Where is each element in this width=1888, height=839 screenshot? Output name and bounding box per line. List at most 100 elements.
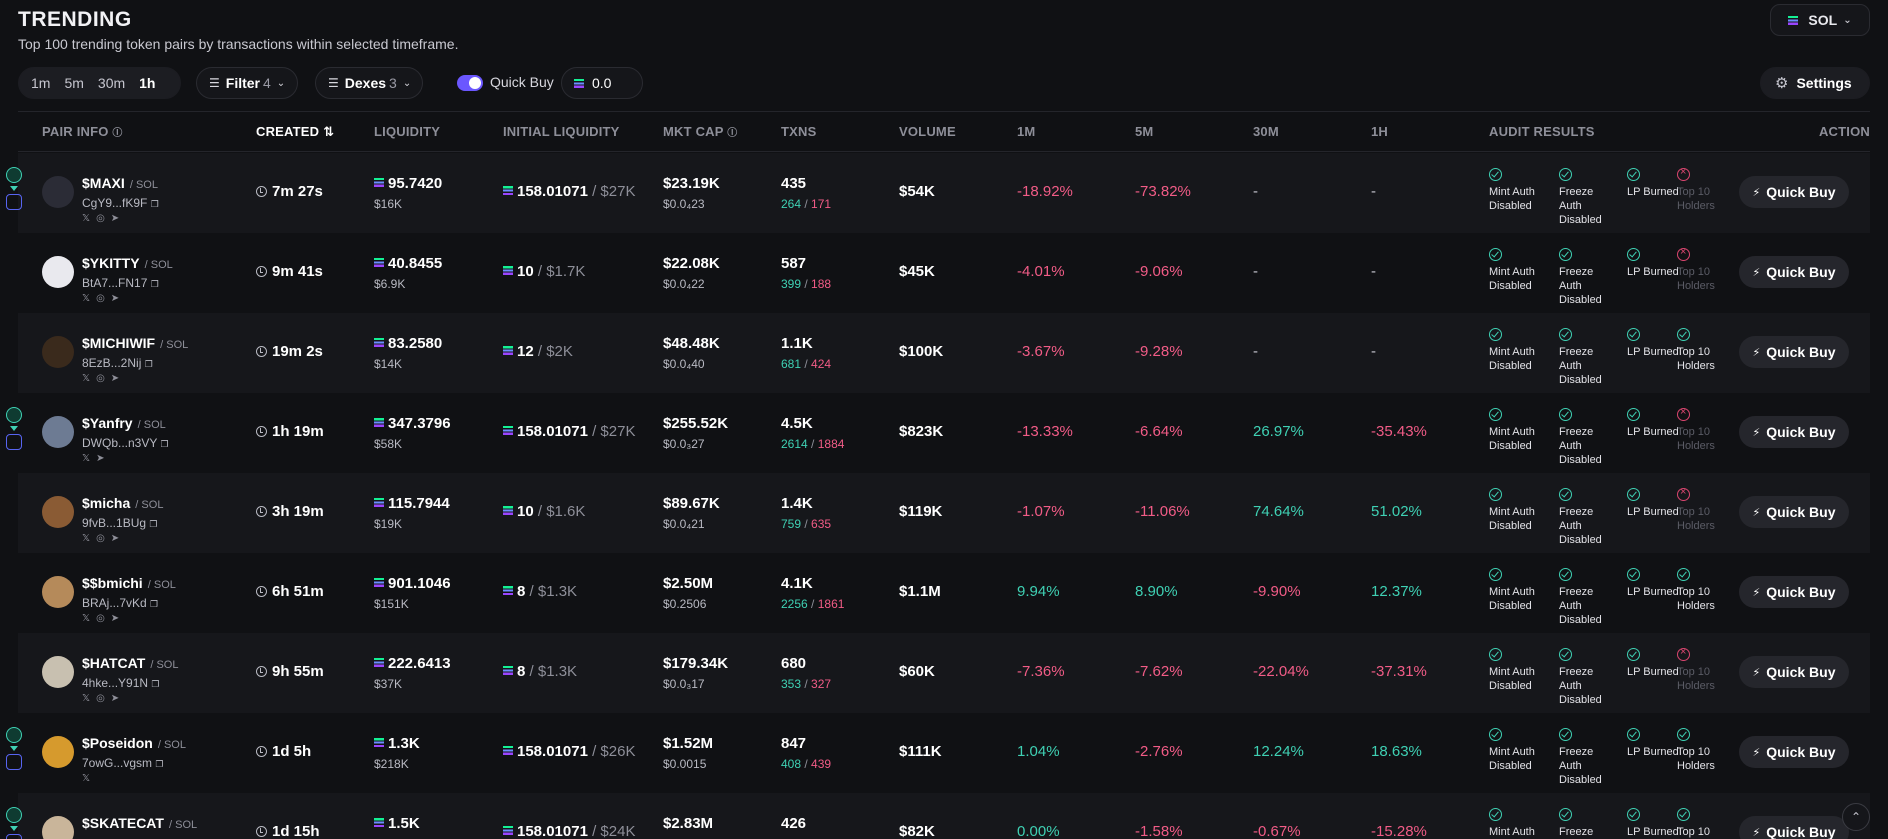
quick-buy-button[interactable]: ⚡ Quick Buy xyxy=(1739,416,1849,448)
quick-buy-button[interactable]: ⚡ Quick Buy xyxy=(1739,576,1849,608)
web-icon[interactable]: ◎ xyxy=(96,293,111,304)
x-icon[interactable]: 𝕏 xyxy=(82,693,97,704)
web-icon[interactable]: ◎ xyxy=(96,613,111,624)
pair-name[interactable]: $micha / SOL xyxy=(82,495,164,511)
telegram-icon[interactable]: ➤ xyxy=(110,293,126,304)
quick-buy-toggle[interactable] xyxy=(457,75,483,91)
quick-buy-button[interactable]: ⚡ Quick Buy xyxy=(1739,736,1849,768)
table-row[interactable]: $HATCAT / SOL 4hke...Y91N ❐ 𝕏◎➤ 9h 55m 222.6… xyxy=(18,633,1870,713)
social-links[interactable]: 𝕏◎➤ xyxy=(82,213,125,224)
col-created[interactable]: CREATED ⇅ xyxy=(256,124,334,140)
pair-name[interactable]: $MICHIWIF / SOL xyxy=(82,335,189,351)
quick-buy-button[interactable]: ⚡ Quick Buy xyxy=(1739,176,1849,208)
token-address[interactable]: 9fvB...1BUg ❐ xyxy=(82,516,157,530)
table-row[interactable]: $Yanfry / SOL DWQb...n3VY ❐ 𝕏➤ 1h 19m 347.37… xyxy=(6,393,1870,473)
x-icon[interactable]: 𝕏 xyxy=(82,613,97,624)
social-links[interactable]: 𝕏 xyxy=(82,773,96,784)
table-row[interactable]: $micha / SOL 9fvB...1BUg ❐ 𝕏◎➤ 3h 19m 115.79… xyxy=(18,473,1870,553)
dexes-button[interactable]: ☰ Dexes 3 ⌄ xyxy=(315,67,423,99)
col-30m[interactable]: 30M xyxy=(1253,124,1279,139)
social-links[interactable]: 𝕏◎➤ xyxy=(82,373,125,384)
token-address[interactable]: 8EzB...2Nij ❐ xyxy=(82,356,153,370)
col-liquidity[interactable]: LIQUIDITY xyxy=(374,124,441,139)
copy-icon[interactable]: ❐ xyxy=(160,439,169,449)
solana-icon xyxy=(374,818,384,827)
audit-freeze-label: Freeze Auth Disabled xyxy=(1559,266,1602,306)
copy-icon[interactable]: ❐ xyxy=(151,679,160,689)
copy-icon[interactable]: ❐ xyxy=(150,279,159,289)
x-icon[interactable]: 𝕏 xyxy=(82,293,97,304)
timeframe-1m[interactable]: 1m xyxy=(31,75,51,91)
telegram-icon[interactable]: ➤ xyxy=(110,373,126,384)
copy-icon[interactable]: ❐ xyxy=(149,519,158,529)
social-links[interactable]: 𝕏◎➤ xyxy=(82,693,125,704)
quick-buy-button[interactable]: ⚡ Quick Buy xyxy=(1739,496,1849,528)
social-links[interactable]: 𝕏➤ xyxy=(82,453,110,464)
quick-buy-amount-input[interactable]: 0.0 xyxy=(561,67,643,99)
token-address[interactable]: CgY9...fK9F ❐ xyxy=(82,196,159,210)
copy-icon[interactable]: ❐ xyxy=(150,199,159,209)
web-icon[interactable]: ◎ xyxy=(96,213,111,224)
scroll-to-top-button[interactable]: ⌃ xyxy=(1842,803,1870,831)
telegram-icon[interactable]: ➤ xyxy=(96,453,111,464)
token-address[interactable]: 4hke...Y91N ❐ xyxy=(82,676,159,690)
token-address[interactable]: BtA7...FN17 ❐ xyxy=(82,276,159,290)
timeframe-5m[interactable]: 5m xyxy=(64,75,84,91)
pair-name[interactable]: $SKATECAT / SOL xyxy=(82,815,198,831)
timeframe-1h[interactable]: 1h xyxy=(139,75,156,91)
table-row[interactable]: $MAXI / SOL CgY9...fK9F ❐ 𝕏◎➤ 7m 27s 95.7420… xyxy=(6,153,1870,233)
web-icon[interactable]: ◎ xyxy=(96,693,111,704)
market-cap: $255.52K xyxy=(663,415,729,432)
token-address[interactable]: DWQb...n3VY ❐ xyxy=(82,436,169,450)
pill-icon xyxy=(6,407,22,423)
web-icon[interactable]: ◎ xyxy=(96,373,111,384)
settings-button[interactable]: ⚙ Settings xyxy=(1760,67,1870,99)
copy-icon[interactable]: ❐ xyxy=(155,759,164,769)
col-1h[interactable]: 1H xyxy=(1371,124,1389,139)
table-row[interactable]: $$bmichi / SOL BRAj...7vKd ❐ 𝕏◎➤ 6h 51m 901.… xyxy=(18,553,1870,633)
col-initial-liquidity[interactable]: INITIAL LIQUIDITY xyxy=(503,124,620,139)
col-txns[interactable]: TXNS xyxy=(781,124,817,139)
social-links[interactable]: 𝕏◎➤ xyxy=(82,293,125,304)
x-icon[interactable]: 𝕏 xyxy=(82,533,97,544)
timeframe-30m[interactable]: 30m xyxy=(97,75,126,91)
pair-name[interactable]: $HATCAT / SOL xyxy=(82,655,179,671)
col-mkt-cap[interactable]: MKT CAP ⓘ xyxy=(663,124,737,139)
table-row[interactable]: $YKITTY / SOL BtA7...FN17 ❐ 𝕏◎➤ 9m 41s 40.84… xyxy=(18,233,1870,313)
web-icon[interactable]: ◎ xyxy=(96,533,111,544)
social-links[interactable]: 𝕏◎➤ xyxy=(82,613,125,624)
chain-selector[interactable]: SOL ⌄ xyxy=(1770,4,1870,36)
col-5m[interactable]: 5M xyxy=(1135,124,1154,139)
col-volume[interactable]: VOLUME xyxy=(899,124,956,139)
pair-name[interactable]: $$bmichi / SOL xyxy=(82,575,176,591)
telegram-icon[interactable]: ➤ xyxy=(110,213,126,224)
telegram-icon[interactable]: ➤ xyxy=(110,693,126,704)
x-icon[interactable]: 𝕏 xyxy=(82,373,97,384)
col-1m[interactable]: 1M xyxy=(1017,124,1036,139)
quick-buy-button[interactable]: ⚡ Quick Buy xyxy=(1739,816,1849,839)
audit-top10: Top 10 Holders xyxy=(1677,728,1733,773)
pair-name[interactable]: $YKITTY / SOL xyxy=(82,255,173,271)
pair-name[interactable]: $Yanfry / SOL xyxy=(82,415,166,431)
quick-buy-button[interactable]: ⚡ Quick Buy xyxy=(1739,656,1849,688)
x-icon[interactable]: 𝕏 xyxy=(82,453,97,464)
table-row[interactable]: $Poseidon / SOL 7owG...vgsm ❐ 𝕏 1d 5h 1.3K $2… xyxy=(6,713,1870,793)
pair-name[interactable]: $MAXI / SOL xyxy=(82,175,158,191)
solana-icon xyxy=(503,666,513,675)
telegram-icon[interactable]: ➤ xyxy=(110,613,126,624)
social-links[interactable]: 𝕏◎➤ xyxy=(82,533,125,544)
pair-name[interactable]: $Poseidon / SOL xyxy=(82,735,186,751)
change-m5: -9.28% xyxy=(1135,343,1183,360)
x-icon[interactable]: 𝕏 xyxy=(82,213,97,224)
token-address[interactable]: BRAj...7vKd ❐ xyxy=(82,596,158,610)
quick-buy-button[interactable]: ⚡ Quick Buy xyxy=(1739,256,1849,288)
telegram-icon[interactable]: ➤ xyxy=(110,533,126,544)
table-row[interactable]: $MICHIWIF / SOL 8EzB...2Nij ❐ 𝕏◎➤ 19m 2s 83.… xyxy=(18,313,1870,393)
copy-icon[interactable]: ❐ xyxy=(150,599,159,609)
token-address[interactable]: 7owG...vgsm ❐ xyxy=(82,756,163,770)
quick-buy-button[interactable]: ⚡ Quick Buy xyxy=(1739,336,1849,368)
x-icon[interactable]: 𝕏 xyxy=(82,773,97,784)
filter-button[interactable]: ☰ Filter 4 ⌄ xyxy=(196,67,298,99)
copy-icon[interactable]: ❐ xyxy=(144,359,153,369)
